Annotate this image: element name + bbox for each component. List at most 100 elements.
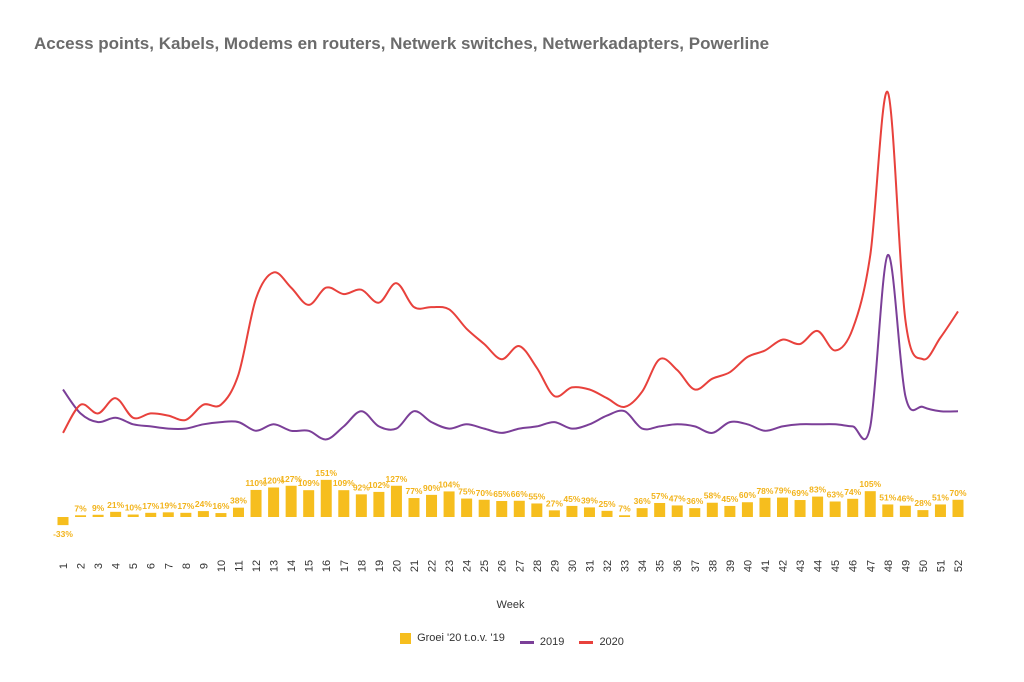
bar-label-week-28: 55%	[528, 491, 545, 501]
line-2020[interactable]	[62, 91, 959, 434]
bar-week-17[interactable]	[338, 490, 350, 517]
x-tick-label-35: 35	[655, 560, 667, 572]
bar-label-week-32: 25%	[599, 499, 616, 509]
x-tick-label-16: 16	[321, 560, 333, 572]
bar-week-44[interactable]	[812, 496, 824, 517]
bar-week-3[interactable]	[92, 514, 104, 517]
x-tick-label-15: 15	[304, 560, 316, 572]
bar-week-25[interactable]	[478, 499, 490, 517]
bar-week-24[interactable]	[461, 498, 473, 517]
bar-week-41[interactable]	[759, 497, 771, 517]
bar-label-week-40: 60%	[739, 490, 756, 500]
x-tick-label-37: 37	[690, 560, 702, 572]
bar-label-week-52: 70%	[949, 488, 966, 498]
bar-week-16[interactable]	[320, 479, 332, 517]
bar-week-2[interactable]	[75, 515, 87, 517]
bar-label-week-42: 79%	[774, 486, 791, 496]
bar-week-42[interactable]	[777, 497, 789, 517]
x-tick-label-20: 20	[391, 560, 403, 572]
x-tick-label-1: 1	[58, 563, 70, 569]
bar-week-47[interactable]	[864, 491, 876, 517]
bar-label-week-10: 16%	[212, 501, 229, 511]
bar-week-26[interactable]	[496, 501, 508, 517]
bar-week-10[interactable]	[215, 513, 227, 517]
bar-week-14[interactable]	[285, 485, 297, 517]
bar-week-45[interactable]	[829, 501, 841, 517]
x-tick-label-7: 7	[163, 563, 175, 569]
bar-week-20[interactable]	[390, 485, 402, 517]
legend-item-growth[interactable]: Groei '20 t.o.v. '19	[400, 632, 505, 644]
bar-week-19[interactable]	[373, 491, 385, 517]
bar-week-34[interactable]	[636, 508, 648, 517]
bar-label-week-13: 120%	[263, 475, 285, 485]
x-tick-label-22: 22	[427, 560, 439, 572]
bar-week-22[interactable]	[426, 494, 438, 517]
x-tick-label-34: 34	[637, 560, 649, 572]
bar-week-8[interactable]	[180, 512, 192, 517]
bar-label-week-5: 10%	[125, 503, 142, 513]
line-2019[interactable]	[62, 253, 959, 441]
x-tick-label-51: 51	[935, 560, 947, 572]
bar-week-48[interactable]	[882, 504, 894, 517]
bar-label-week-43: 69%	[792, 488, 809, 498]
bar-week-29[interactable]	[548, 510, 560, 517]
bar-week-15[interactable]	[303, 490, 315, 517]
x-tick-label-41: 41	[760, 560, 772, 572]
bar-label-week-31: 39%	[581, 495, 598, 505]
bar-week-12[interactable]	[250, 489, 262, 517]
bar-week-27[interactable]	[513, 500, 525, 517]
bar-week-40[interactable]	[741, 502, 753, 517]
x-tick-label-29: 29	[549, 560, 561, 572]
bar-label-week-15: 109%	[298, 478, 320, 488]
bar-week-18[interactable]	[355, 494, 367, 517]
bar-week-37[interactable]	[689, 508, 701, 517]
x-tick-label-2: 2	[76, 563, 88, 569]
bar-label-week-8: 17%	[177, 501, 194, 511]
bar-week-43[interactable]	[794, 500, 806, 517]
bar-week-9[interactable]	[197, 511, 209, 517]
bar-week-46[interactable]	[847, 498, 859, 517]
bar-week-49[interactable]	[899, 505, 911, 517]
bar-week-39[interactable]	[724, 505, 736, 517]
x-tick-label-33: 33	[620, 560, 632, 572]
bar-week-33[interactable]	[619, 515, 631, 517]
bar-week-36[interactable]	[671, 505, 683, 517]
bar-week-38[interactable]	[706, 502, 718, 517]
bar-week-23[interactable]	[443, 491, 455, 517]
bar-week-1[interactable]	[57, 517, 69, 526]
bar-label-week-2: 7%	[74, 503, 87, 513]
bar-week-7[interactable]	[162, 512, 174, 517]
bar-week-21[interactable]	[408, 498, 420, 517]
bar-week-6[interactable]	[145, 512, 157, 517]
x-tick-label-25: 25	[479, 560, 491, 572]
bar-week-11[interactable]	[232, 507, 244, 517]
bar-week-4[interactable]	[110, 511, 122, 517]
bar-label-week-39: 45%	[721, 494, 738, 504]
x-tick-label-49: 49	[900, 560, 912, 572]
bar-week-5[interactable]	[127, 514, 139, 517]
x-tick-label-9: 9	[198, 563, 210, 569]
bar-label-week-17: 109%	[333, 478, 355, 488]
legend-label-growth: Groei '20 t.o.v. '19	[417, 632, 505, 644]
legend-item-2019[interactable]: 2019	[519, 636, 564, 648]
legend-swatch-2020	[579, 640, 594, 644]
bar-label-week-24: 75%	[458, 487, 475, 497]
legend-item-2020[interactable]: 2020	[579, 636, 624, 648]
x-tick-label-4: 4	[111, 563, 123, 569]
bar-label-week-16: 151%	[315, 468, 337, 478]
bar-week-28[interactable]	[531, 503, 543, 517]
x-tick-label-3: 3	[93, 563, 105, 569]
x-tick-label-13: 13	[269, 560, 281, 572]
bar-week-51[interactable]	[934, 504, 946, 517]
bar-label-week-36: 47%	[669, 493, 686, 503]
bar-week-50[interactable]	[917, 510, 929, 517]
bar-week-35[interactable]	[654, 502, 666, 517]
bar-week-30[interactable]	[566, 505, 578, 517]
bar-label-week-14: 127%	[280, 474, 302, 484]
chart-legend: Groei '20 t.o.v. '19 2019 2020	[0, 632, 1024, 648]
bar-week-31[interactable]	[583, 507, 595, 517]
bar-week-13[interactable]	[268, 487, 280, 517]
bar-week-32[interactable]	[601, 510, 613, 517]
bar-label-week-33: 7%	[618, 503, 631, 513]
bar-week-52[interactable]	[952, 499, 964, 517]
